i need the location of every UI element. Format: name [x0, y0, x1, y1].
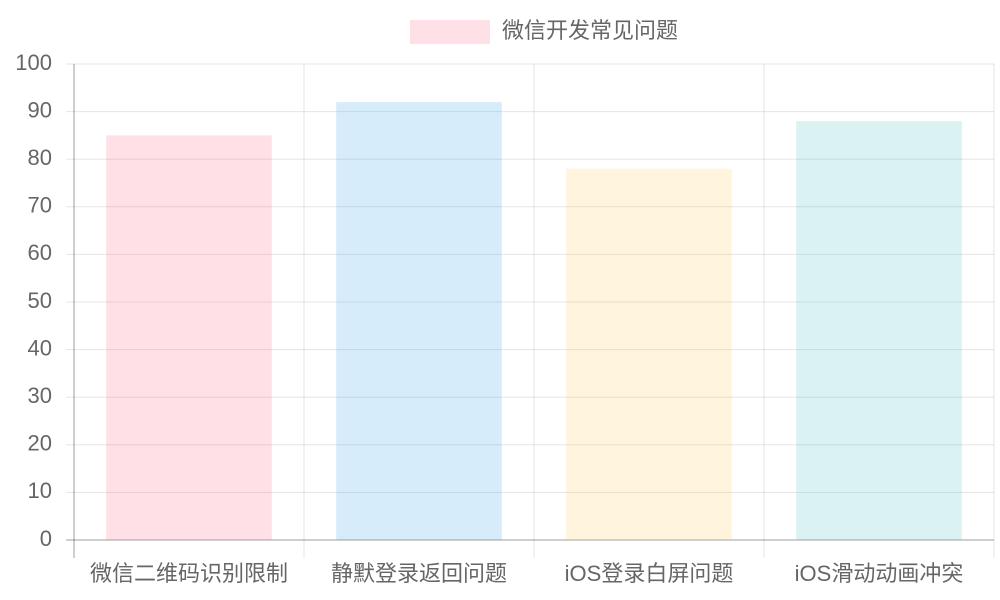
legend-label: 微信开发常见问题 [502, 18, 678, 43]
bar [106, 135, 272, 540]
y-tick-label: 30 [28, 383, 52, 408]
bar [796, 121, 962, 541]
bar [566, 168, 732, 540]
bar [336, 102, 502, 540]
x-tick-label: 静默登录返回问题 [331, 561, 507, 586]
legend-swatch [409, 20, 490, 44]
x-tick-label: iOS登录白屏问题 [565, 561, 734, 586]
y-tick-label: 0 [40, 526, 52, 551]
y-tick-label: 80 [28, 145, 52, 170]
y-tick-label: 70 [28, 193, 52, 218]
x-tick-label: 微信二维码识别限制 [90, 561, 288, 586]
y-tick-label: 100 [15, 50, 52, 75]
y-tick-label: 10 [28, 478, 52, 503]
y-tick-label: 20 [28, 431, 52, 456]
y-tick-label: 50 [28, 288, 52, 313]
x-tick-label: iOS滑动动画冲突 [795, 561, 964, 586]
y-tick-label: 40 [28, 335, 52, 360]
y-tick-label: 90 [28, 97, 52, 122]
y-tick-label: 60 [28, 240, 52, 265]
